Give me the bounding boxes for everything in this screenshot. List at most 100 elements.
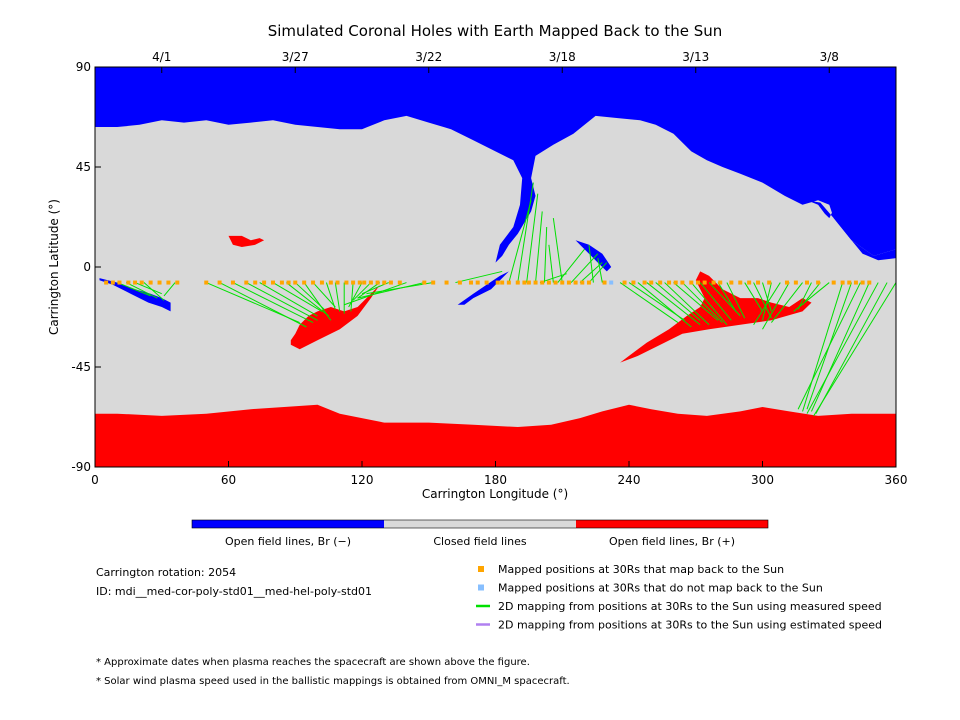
mapping-line [163, 282, 176, 297]
mapping-line [762, 282, 772, 312]
mapped-position-point [767, 280, 772, 285]
y-tick-label: -90 [71, 460, 91, 474]
mapped-position-point [805, 280, 809, 285]
mapping-line [134, 282, 162, 295]
mapped-positions [104, 280, 872, 285]
carrington-rotation: Carrington rotation: 2054 [96, 566, 236, 579]
mapped-position-point [580, 280, 585, 285]
mapping-line [350, 282, 354, 312]
mapped-position-point [175, 280, 180, 285]
mapped-position-point [286, 280, 291, 285]
mapped-position-point [729, 280, 734, 285]
mapping-line [637, 282, 692, 328]
y-axis-label: Carrington Latitude (°) [47, 199, 61, 335]
legend-label: Mapped positions at 30Rs that map back t… [498, 563, 784, 576]
mapping-line [673, 282, 719, 321]
colorbar-label: Open field lines, Br (+) [609, 535, 735, 548]
region-equatorial-blue-mid [457, 271, 509, 305]
mapped-position-point [110, 280, 115, 285]
mapped-position-point [816, 280, 821, 285]
axes: 0 60 120 180 240 300 360 90 45 0 -45 -90 4/1 3/27 3/22… [71, 50, 907, 487]
mapping-line [334, 282, 341, 312]
mapped-position-point [148, 280, 153, 285]
note-dates: * Approximate dates when plasma reaches … [96, 657, 530, 668]
mapped-position-point [104, 280, 109, 285]
mapping-line [570, 253, 599, 283]
region-red-middle [290, 284, 380, 350]
y-tick-label: -45 [71, 360, 91, 374]
mapped-position-point [422, 280, 427, 285]
legend: Mapped positions at 30Rs that map back t… [476, 563, 882, 632]
mapped-position-point [566, 280, 571, 285]
mapping-line [557, 248, 585, 283]
mapped-position-point [526, 280, 531, 285]
mapping-line [655, 282, 701, 321]
mapping-lines [117, 182, 897, 417]
x-tick-label: 240 [618, 473, 641, 487]
mapping-line [535, 211, 543, 283]
mapped-position-point [546, 280, 551, 285]
legend-label: 2D mapping from positions at 30Rs to the… [498, 600, 882, 613]
mapping-line [539, 273, 567, 284]
mapping-line [806, 282, 879, 414]
mapping-line [325, 282, 336, 310]
mapped-position-point [573, 280, 578, 285]
mapped-position-point [475, 280, 480, 285]
legend-marker [478, 566, 484, 572]
mapped-position-point [351, 280, 356, 285]
mapped-position-point [831, 280, 836, 285]
mapping-line [579, 262, 603, 283]
mapped-position-point [139, 280, 144, 285]
mapping-line [286, 282, 329, 317]
colorbar: Open field lines, Br (−) Closed field lin… [191, 519, 769, 548]
mapped-position-point [853, 280, 858, 285]
colorbar-frame [191, 519, 769, 529]
plot-area [94, 66, 897, 468]
mapped-position-point [847, 280, 852, 285]
mapping-line [797, 282, 861, 410]
region-south-polar-hole [95, 404, 896, 467]
mapped-position-point [319, 280, 324, 285]
top-date-label: 3/22 [415, 50, 442, 64]
region-north-midlat-blue-patch [575, 240, 612, 272]
colorbar-label: Closed field lines [433, 535, 527, 548]
mapping-line [548, 244, 554, 283]
mapped-position-point [860, 280, 865, 285]
x-axis-label: Carrington Longitude (°) [422, 487, 568, 501]
mapped-position-point [244, 280, 249, 285]
mapping-line [143, 282, 165, 301]
mapped-position-point [357, 280, 362, 285]
mapping-line [455, 270, 503, 284]
mapped-position-point [368, 280, 373, 285]
colorbar-segment [384, 520, 576, 528]
mapping-line [802, 282, 844, 412]
mapping-line [753, 282, 781, 326]
mapped-position-point [718, 280, 723, 285]
x-tick-label: 360 [885, 473, 908, 487]
mapped-position-point [457, 280, 462, 285]
x-tick-label: 180 [484, 473, 507, 487]
mapping-line [797, 282, 812, 310]
mapped-position-point [793, 280, 798, 285]
mapped-position-point [311, 280, 316, 285]
mapping-line [726, 282, 746, 319]
mapped-position-point [375, 280, 380, 285]
x-tick-label: 60 [221, 473, 236, 487]
mapping-line [552, 218, 563, 283]
top-date-label: 3/13 [682, 50, 709, 64]
mapping-line [588, 262, 608, 283]
legend-marker [478, 584, 484, 591]
mapped-position-point [756, 280, 761, 285]
mapping-line [682, 282, 723, 323]
mapping-line [357, 282, 381, 299]
mapping-line [117, 282, 151, 297]
mapped-position-point [302, 280, 307, 285]
mapped-position-point [293, 280, 298, 285]
unmapped-position-point [609, 280, 614, 285]
mapped-position-point [642, 280, 647, 285]
mapped-position-point [382, 280, 387, 285]
mapping-line [810, 282, 870, 412]
top-date-label: 4/1 [152, 50, 171, 64]
mapped-position-point [431, 280, 436, 285]
